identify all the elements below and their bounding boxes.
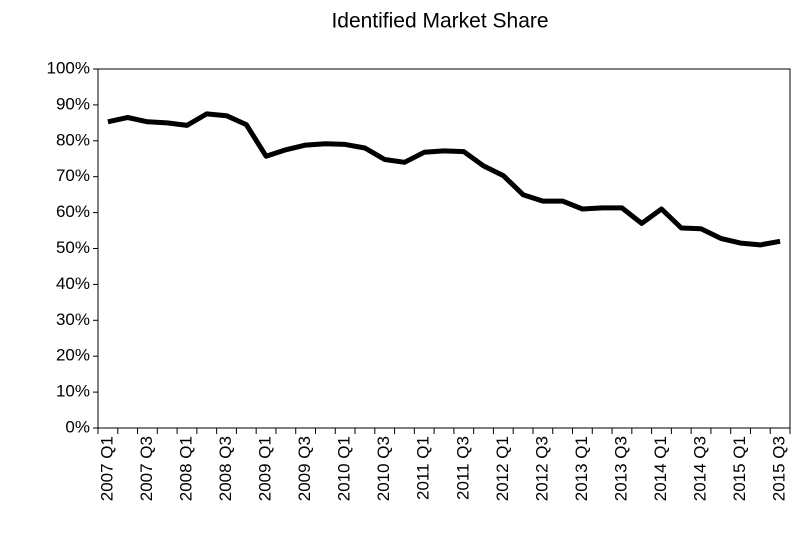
x-tick-label: 2010 Q3	[374, 436, 393, 501]
x-tick-label: 2014 Q1	[651, 436, 670, 501]
plot-frame	[97, 68, 791, 429]
y-tick-label: 40%	[56, 274, 90, 293]
y-tick-label: 100%	[47, 58, 90, 77]
x-tick-label: 2009 Q3	[295, 436, 314, 501]
y-tick-label: 60%	[56, 202, 90, 221]
y-tick-label: 30%	[56, 310, 90, 329]
x-tick-label: 2011 Q1	[414, 436, 433, 500]
y-tick-label: 10%	[56, 382, 90, 401]
x-tick-label: 2008 Q1	[176, 436, 195, 501]
x-tick-label: 2012 Q1	[493, 436, 512, 501]
y-tick-label: 20%	[56, 346, 90, 365]
x-tick-label: 2010 Q1	[335, 436, 354, 501]
y-tick-label: 0%	[65, 417, 90, 436]
y-tick-label: 90%	[56, 94, 90, 113]
x-tick-label: 2012 Q3	[532, 436, 551, 501]
x-tick-label: 2009 Q1	[256, 436, 275, 501]
y-tick-label: 70%	[56, 166, 90, 185]
x-tick-label: 2007 Q1	[97, 436, 116, 501]
x-tick-label: 2007 Q3	[137, 436, 156, 501]
x-tick-label: 2015 Q1	[730, 436, 749, 501]
line	[107, 111, 781, 248]
x-tick-label: 2013 Q1	[572, 436, 591, 501]
y-tick-label: 80%	[56, 130, 90, 149]
x-tick-label: 2015 Q3	[770, 436, 789, 501]
chart-title: Identified Market Share	[331, 10, 548, 33]
x-tick-label: 2013 Q3	[611, 436, 630, 501]
x-tick-label: 2008 Q3	[216, 436, 235, 501]
y-tick-label: 50%	[56, 238, 90, 257]
x-tick-label: 2014 Q3	[691, 436, 710, 501]
x-tick-label: 2011 Q3	[453, 436, 472, 500]
